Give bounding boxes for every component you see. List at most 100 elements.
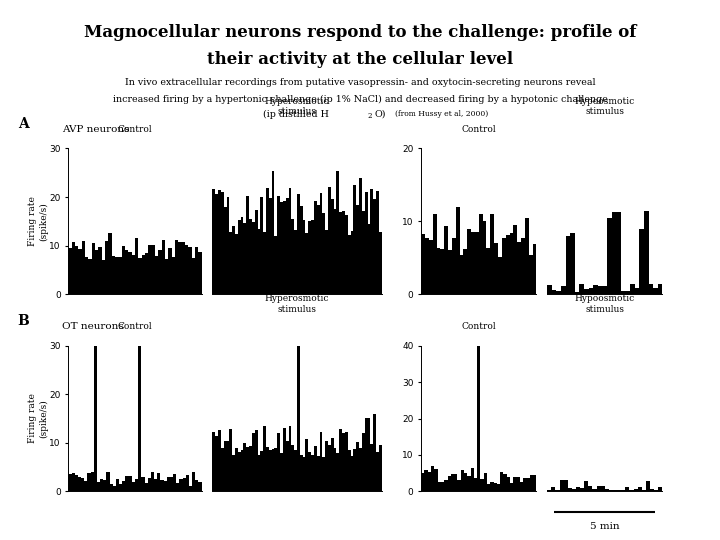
Bar bbox=[154, 480, 157, 491]
Bar bbox=[367, 418, 370, 491]
Bar bbox=[230, 232, 232, 294]
Bar bbox=[373, 199, 376, 294]
Bar bbox=[507, 477, 510, 491]
Bar bbox=[555, 490, 559, 491]
Bar bbox=[274, 236, 277, 294]
Bar bbox=[570, 233, 575, 294]
Bar bbox=[613, 490, 617, 491]
Bar bbox=[155, 256, 158, 294]
Bar bbox=[176, 483, 179, 491]
Bar bbox=[359, 178, 362, 294]
Bar bbox=[568, 488, 572, 491]
Bar bbox=[221, 448, 224, 491]
Bar bbox=[634, 489, 638, 491]
Bar bbox=[297, 194, 300, 294]
Bar bbox=[317, 456, 320, 491]
Bar bbox=[261, 451, 264, 491]
Bar bbox=[179, 480, 183, 491]
Bar bbox=[629, 490, 634, 491]
Bar bbox=[300, 455, 302, 491]
Bar bbox=[246, 447, 249, 491]
Text: (from Hussy et al, 2000): (from Hussy et al, 2000) bbox=[395, 110, 488, 118]
Bar bbox=[328, 187, 331, 294]
Bar bbox=[345, 433, 348, 491]
Bar bbox=[428, 472, 431, 491]
Bar bbox=[354, 185, 356, 294]
Bar bbox=[68, 474, 71, 491]
Bar bbox=[78, 477, 81, 491]
Bar bbox=[626, 487, 629, 491]
Bar bbox=[513, 477, 517, 491]
Bar bbox=[533, 475, 536, 491]
Bar bbox=[421, 234, 425, 294]
Text: Magnocellular neurons respond to the challenge: profile of: Magnocellular neurons respond to the cha… bbox=[84, 24, 636, 41]
Bar bbox=[151, 472, 154, 491]
Bar bbox=[376, 452, 379, 491]
Text: In vivo extracellular recordings from putative vasopressin- and oxytocin-secreti: In vivo extracellular recordings from pu… bbox=[125, 78, 595, 87]
Bar bbox=[505, 235, 510, 294]
Bar bbox=[457, 480, 461, 491]
Bar bbox=[141, 477, 145, 491]
Bar bbox=[425, 238, 429, 294]
Bar bbox=[593, 285, 598, 294]
Bar bbox=[584, 289, 589, 294]
Bar bbox=[649, 284, 653, 294]
Text: Control: Control bbox=[117, 322, 153, 331]
Bar bbox=[644, 211, 649, 294]
Bar bbox=[199, 482, 202, 491]
Bar bbox=[186, 475, 189, 491]
Bar bbox=[249, 219, 252, 294]
Bar bbox=[658, 487, 662, 491]
Bar bbox=[580, 488, 584, 491]
Bar bbox=[215, 193, 218, 294]
Bar bbox=[145, 483, 148, 491]
Bar bbox=[274, 448, 277, 491]
Bar bbox=[230, 429, 232, 491]
Bar bbox=[163, 482, 167, 491]
Bar bbox=[448, 250, 452, 294]
Bar bbox=[162, 240, 165, 294]
Bar bbox=[339, 429, 342, 491]
Bar bbox=[116, 480, 119, 491]
Bar bbox=[218, 430, 221, 491]
Bar bbox=[448, 476, 451, 491]
Bar bbox=[376, 191, 379, 294]
Bar bbox=[421, 472, 425, 491]
Bar bbox=[102, 260, 105, 294]
Bar bbox=[100, 480, 103, 491]
Bar bbox=[479, 213, 482, 294]
Bar bbox=[224, 207, 227, 294]
Bar bbox=[461, 470, 464, 491]
Bar bbox=[348, 450, 351, 491]
Bar bbox=[510, 233, 513, 294]
Bar bbox=[464, 248, 467, 294]
Bar bbox=[605, 489, 609, 491]
Bar bbox=[175, 240, 179, 294]
Bar bbox=[105, 241, 109, 294]
Bar bbox=[528, 255, 533, 294]
Text: 5 min: 5 min bbox=[590, 522, 620, 531]
Bar bbox=[277, 197, 280, 294]
Bar bbox=[521, 238, 525, 294]
Bar bbox=[157, 474, 161, 491]
Bar bbox=[271, 171, 274, 294]
Bar bbox=[533, 245, 536, 294]
Bar bbox=[308, 221, 311, 294]
Text: Hypoosmotic
stimulus: Hypoosmotic stimulus bbox=[575, 294, 635, 314]
Bar bbox=[379, 232, 382, 294]
Bar bbox=[286, 441, 289, 491]
Bar bbox=[317, 205, 320, 294]
Bar bbox=[195, 247, 198, 294]
Bar bbox=[359, 448, 362, 491]
Bar bbox=[192, 472, 195, 491]
Text: Control: Control bbox=[117, 125, 153, 134]
Bar bbox=[314, 446, 317, 491]
Bar bbox=[107, 472, 109, 491]
Bar bbox=[362, 433, 365, 491]
Bar bbox=[345, 215, 348, 294]
Text: 2: 2 bbox=[367, 112, 372, 120]
Bar bbox=[467, 229, 471, 294]
Bar bbox=[235, 234, 238, 294]
Bar bbox=[464, 474, 467, 491]
Bar bbox=[71, 473, 75, 491]
